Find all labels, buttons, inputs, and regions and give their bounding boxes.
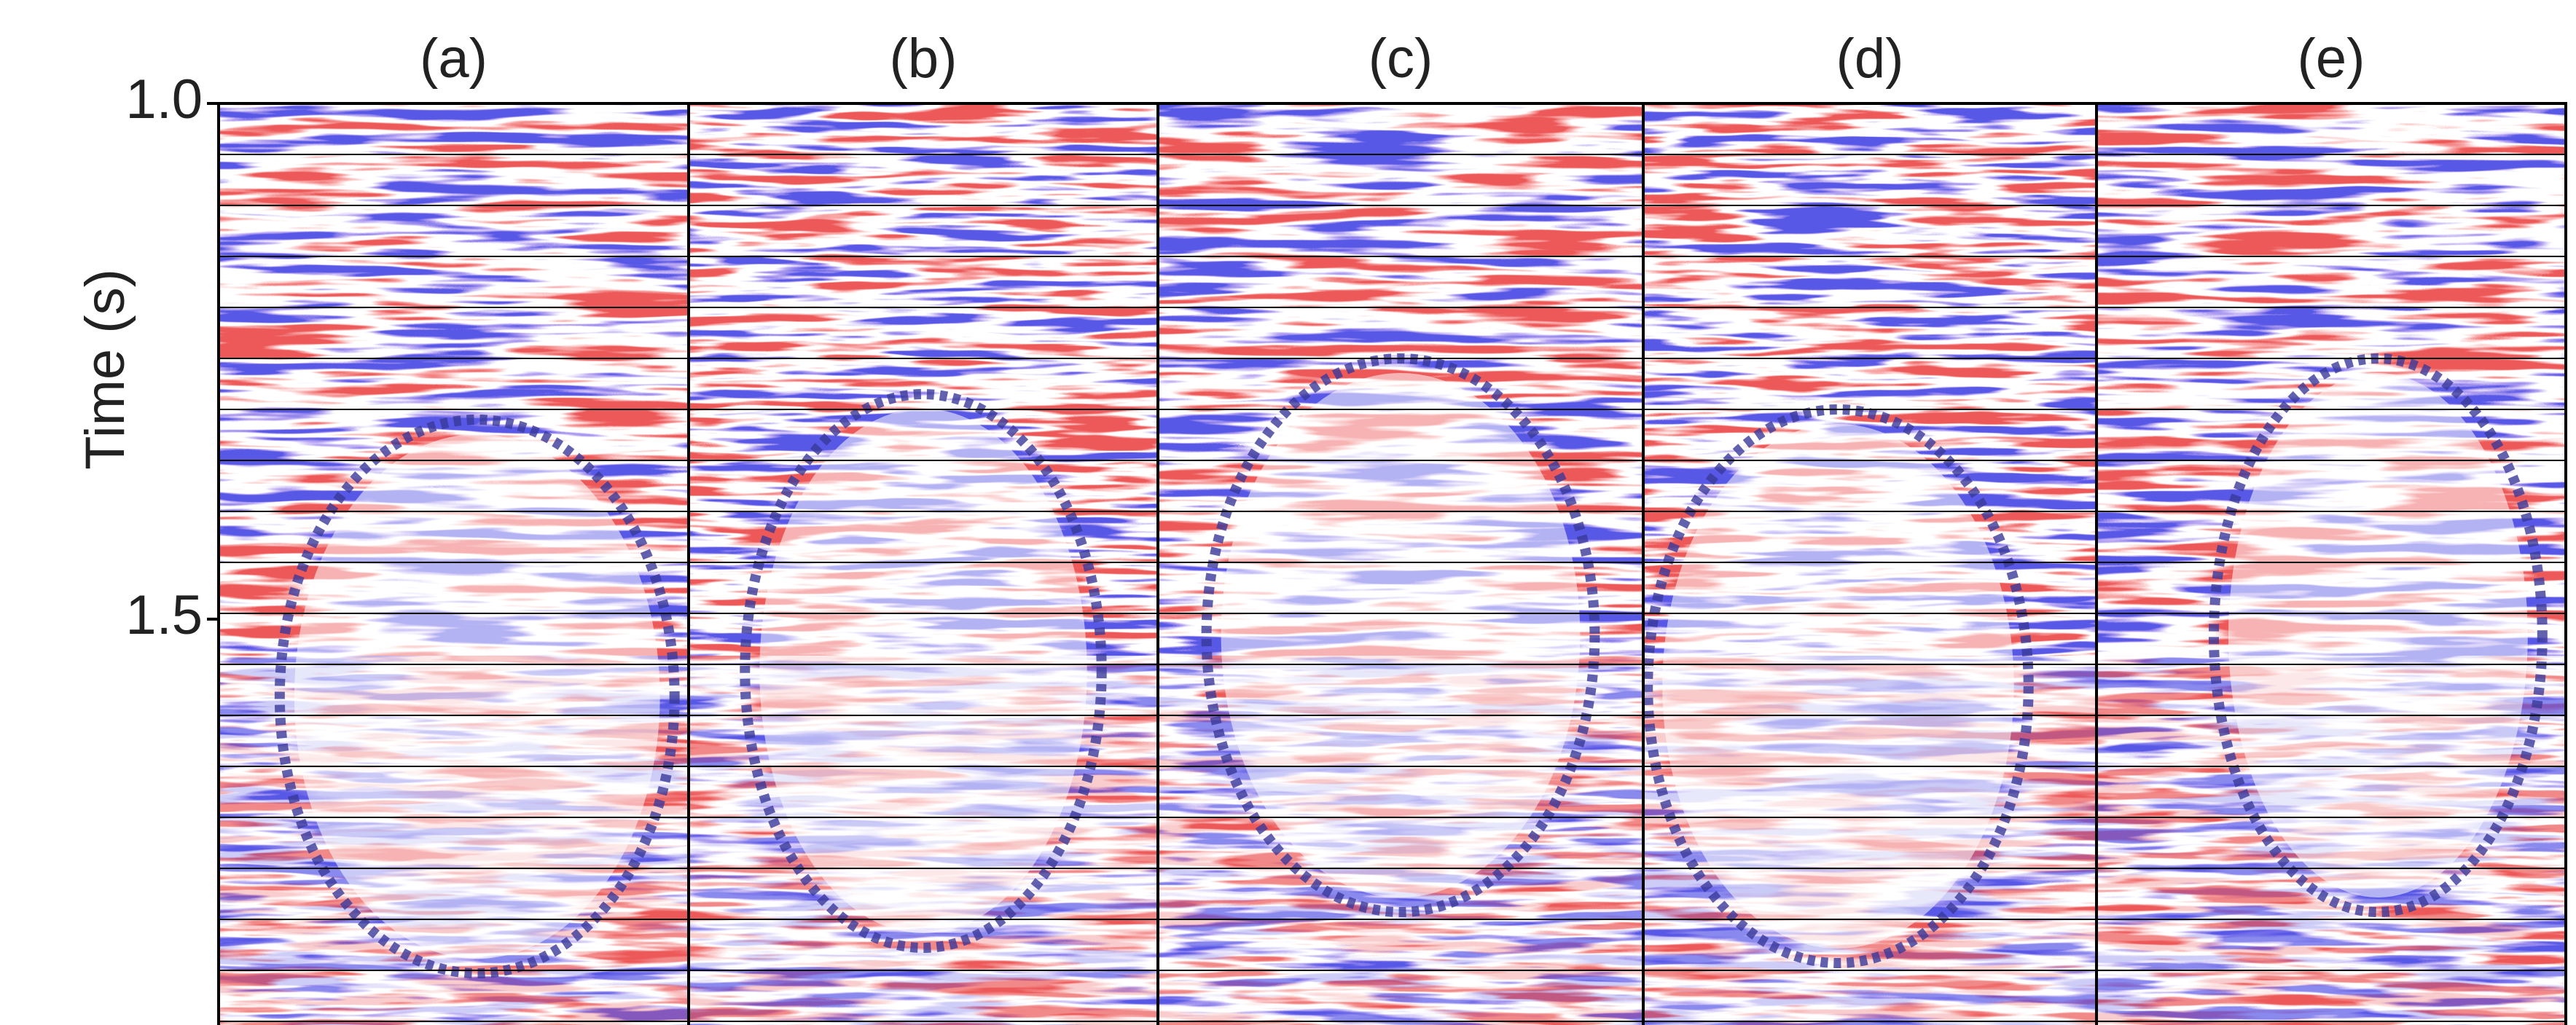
diffraction	[274, 415, 680, 978]
y-tick-label: 1.5	[125, 584, 203, 646]
panel-content	[219, 103, 689, 1025]
panel	[687, 102, 1159, 1025]
panel-content	[1158, 103, 1643, 1025]
diffraction	[1643, 404, 2034, 968]
diffraction-inner	[2228, 373, 2528, 898]
panel	[1156, 102, 1645, 1025]
panel-label: (e)	[2298, 28, 2365, 90]
panel-content	[689, 103, 1158, 1025]
panel-content	[2097, 103, 2566, 1025]
diffraction	[740, 389, 1107, 953]
panel-label: (a)	[420, 28, 488, 90]
diffraction-inner	[1662, 424, 2014, 949]
panel	[217, 102, 690, 1025]
panel	[1642, 102, 2098, 1025]
panel-label: (c)	[1369, 28, 1433, 90]
diffraction-inner	[1221, 373, 1581, 898]
diffraction-inner	[294, 434, 660, 959]
y-tick-label: 1.0	[125, 68, 203, 130]
panel-content	[1643, 103, 2097, 1025]
y-axis-label: Time (s)	[74, 269, 136, 470]
panel-label: (b)	[890, 28, 958, 90]
panel-label: (d)	[1836, 28, 1904, 90]
panel	[2095, 102, 2567, 1025]
panel-frame	[2095, 102, 2567, 1025]
diffraction-inner	[759, 409, 1087, 933]
